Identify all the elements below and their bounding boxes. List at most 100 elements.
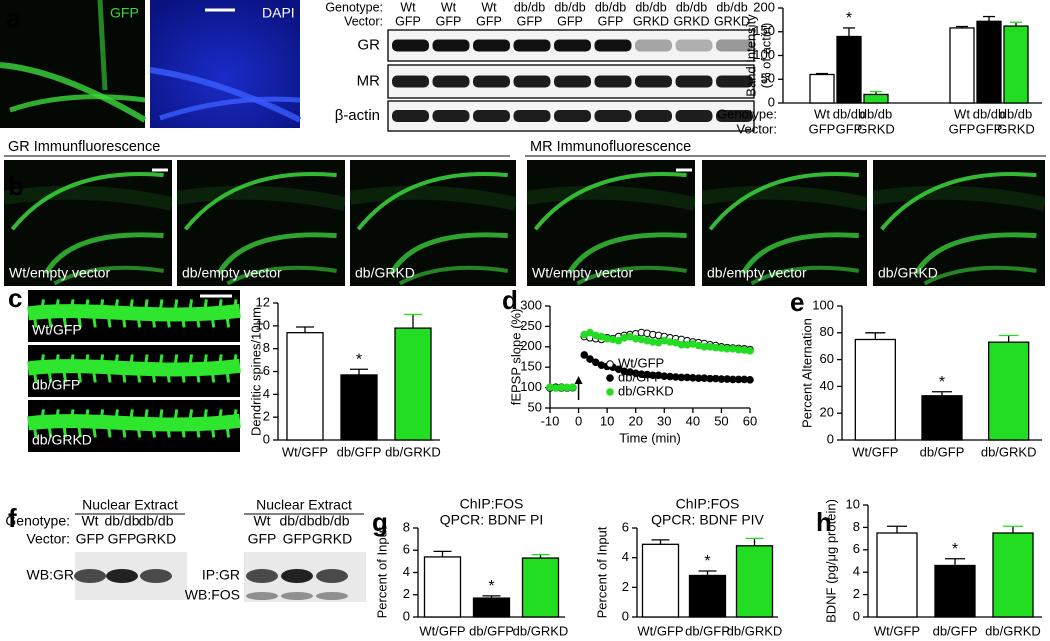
lane-label: GFP <box>108 531 137 547</box>
lane-label: GRKD <box>633 14 669 28</box>
lane-label: GRKD <box>673 14 709 28</box>
y-tick-label: 4 <box>622 549 629 564</box>
spine <box>39 409 45 424</box>
spine <box>151 368 157 383</box>
lane-label: db/db <box>676 0 707 14</box>
cell-layer <box>525 185 697 211</box>
row-label: Vector: <box>26 531 70 547</box>
x-tick-label: Wt <box>954 106 970 121</box>
y-tick-label: 200 <box>520 338 542 353</box>
y-tick-label: 300 <box>520 297 542 312</box>
x-tick-label: GFP <box>976 121 1003 136</box>
spine <box>32 313 38 328</box>
legend-marker <box>606 388 614 396</box>
lane-label: GRKD <box>312 531 352 547</box>
blot-band <box>432 75 470 88</box>
spine <box>84 299 90 314</box>
y-tick-label: 100 <box>812 297 834 312</box>
spine <box>121 313 127 328</box>
image-label: Wt/empty vector <box>532 265 633 281</box>
cell-layer <box>226 265 337 286</box>
x-tick-label: Wt/GFP <box>852 444 898 459</box>
spine <box>165 368 171 383</box>
significance-mark: * <box>488 578 494 595</box>
bar <box>521 557 560 618</box>
y-tick-label: 8 <box>853 519 860 534</box>
spine <box>91 423 97 438</box>
y-axis-label: (% of actin) <box>758 23 773 89</box>
cell-layer <box>741 232 859 275</box>
blot-band <box>432 39 470 52</box>
blot-band <box>392 39 429 52</box>
x-tick-label: Wt <box>814 106 830 121</box>
significance-mark: * <box>846 10 852 27</box>
section-header: GR Immunfluorescence <box>8 139 160 155</box>
cell-layer <box>871 185 1047 211</box>
y-axis-label: BDNF (pg/μg protein) <box>823 499 838 623</box>
x-tick-label: db/GFP <box>469 623 514 638</box>
bar <box>921 395 963 441</box>
cell-layer <box>2 185 174 211</box>
spine <box>210 368 216 383</box>
blot-band <box>432 110 470 122</box>
row-label: Vector: <box>344 14 383 28</box>
x-tick-label: GFP <box>809 121 836 136</box>
significance-mark: * <box>939 374 945 391</box>
blot-band <box>281 592 313 600</box>
spine <box>32 423 38 438</box>
spine <box>225 423 231 438</box>
spine <box>195 423 201 438</box>
bar <box>876 532 918 618</box>
spine <box>91 313 97 328</box>
x-tick-label: db/db <box>860 106 893 121</box>
data-point <box>746 376 754 384</box>
spine <box>62 368 68 383</box>
y-tick-label: 150 <box>520 359 542 374</box>
spine <box>128 409 134 424</box>
spine <box>151 313 157 328</box>
x-tick-label: Wt/GFP <box>282 444 328 459</box>
lane-label: db/db <box>138 513 173 529</box>
y-tick-label: 2 <box>263 409 270 424</box>
image-label: db/GRKD <box>355 265 415 281</box>
lane-label: db/db <box>514 0 545 14</box>
legend-label: Wt/GFP <box>618 355 664 370</box>
data-point <box>746 347 754 355</box>
bar <box>809 73 835 104</box>
y-tick-label: 10 <box>846 496 860 511</box>
significance-mark: * <box>704 553 710 570</box>
band-label: β-actin <box>335 107 380 124</box>
lane-label: Wt <box>81 513 98 529</box>
y-tick-label: 0 <box>403 608 410 623</box>
x-tick-label: 30 <box>657 413 671 428</box>
x-tick-label: db/GFP <box>933 623 978 638</box>
spine <box>91 368 97 383</box>
spine <box>210 313 216 328</box>
bar <box>340 374 378 441</box>
x-tick-label: db/GFP <box>685 623 730 638</box>
bar <box>854 338 896 441</box>
spine <box>232 354 238 369</box>
spine <box>76 423 82 438</box>
cell-layer <box>149 67 302 123</box>
cell-layer <box>913 232 1037 275</box>
spine <box>84 354 90 369</box>
spine <box>136 313 142 328</box>
legend-label: db/GRKD <box>618 383 674 398</box>
spine <box>202 354 208 369</box>
spine <box>158 409 164 424</box>
cell-layer <box>356 172 508 231</box>
cell-layer <box>10 172 164 231</box>
cell-layer <box>700 185 869 211</box>
panel-label: d <box>502 285 518 315</box>
chart-title: ChIP:FOS <box>460 496 524 512</box>
band-label: GR <box>358 36 381 53</box>
blot-band <box>316 569 348 583</box>
blot-band <box>246 592 278 600</box>
cell-layer <box>566 232 687 275</box>
spine <box>39 354 45 369</box>
x-tick-label: -10 <box>541 413 560 428</box>
spine <box>54 409 60 424</box>
lane-label: Wt <box>400 0 416 14</box>
